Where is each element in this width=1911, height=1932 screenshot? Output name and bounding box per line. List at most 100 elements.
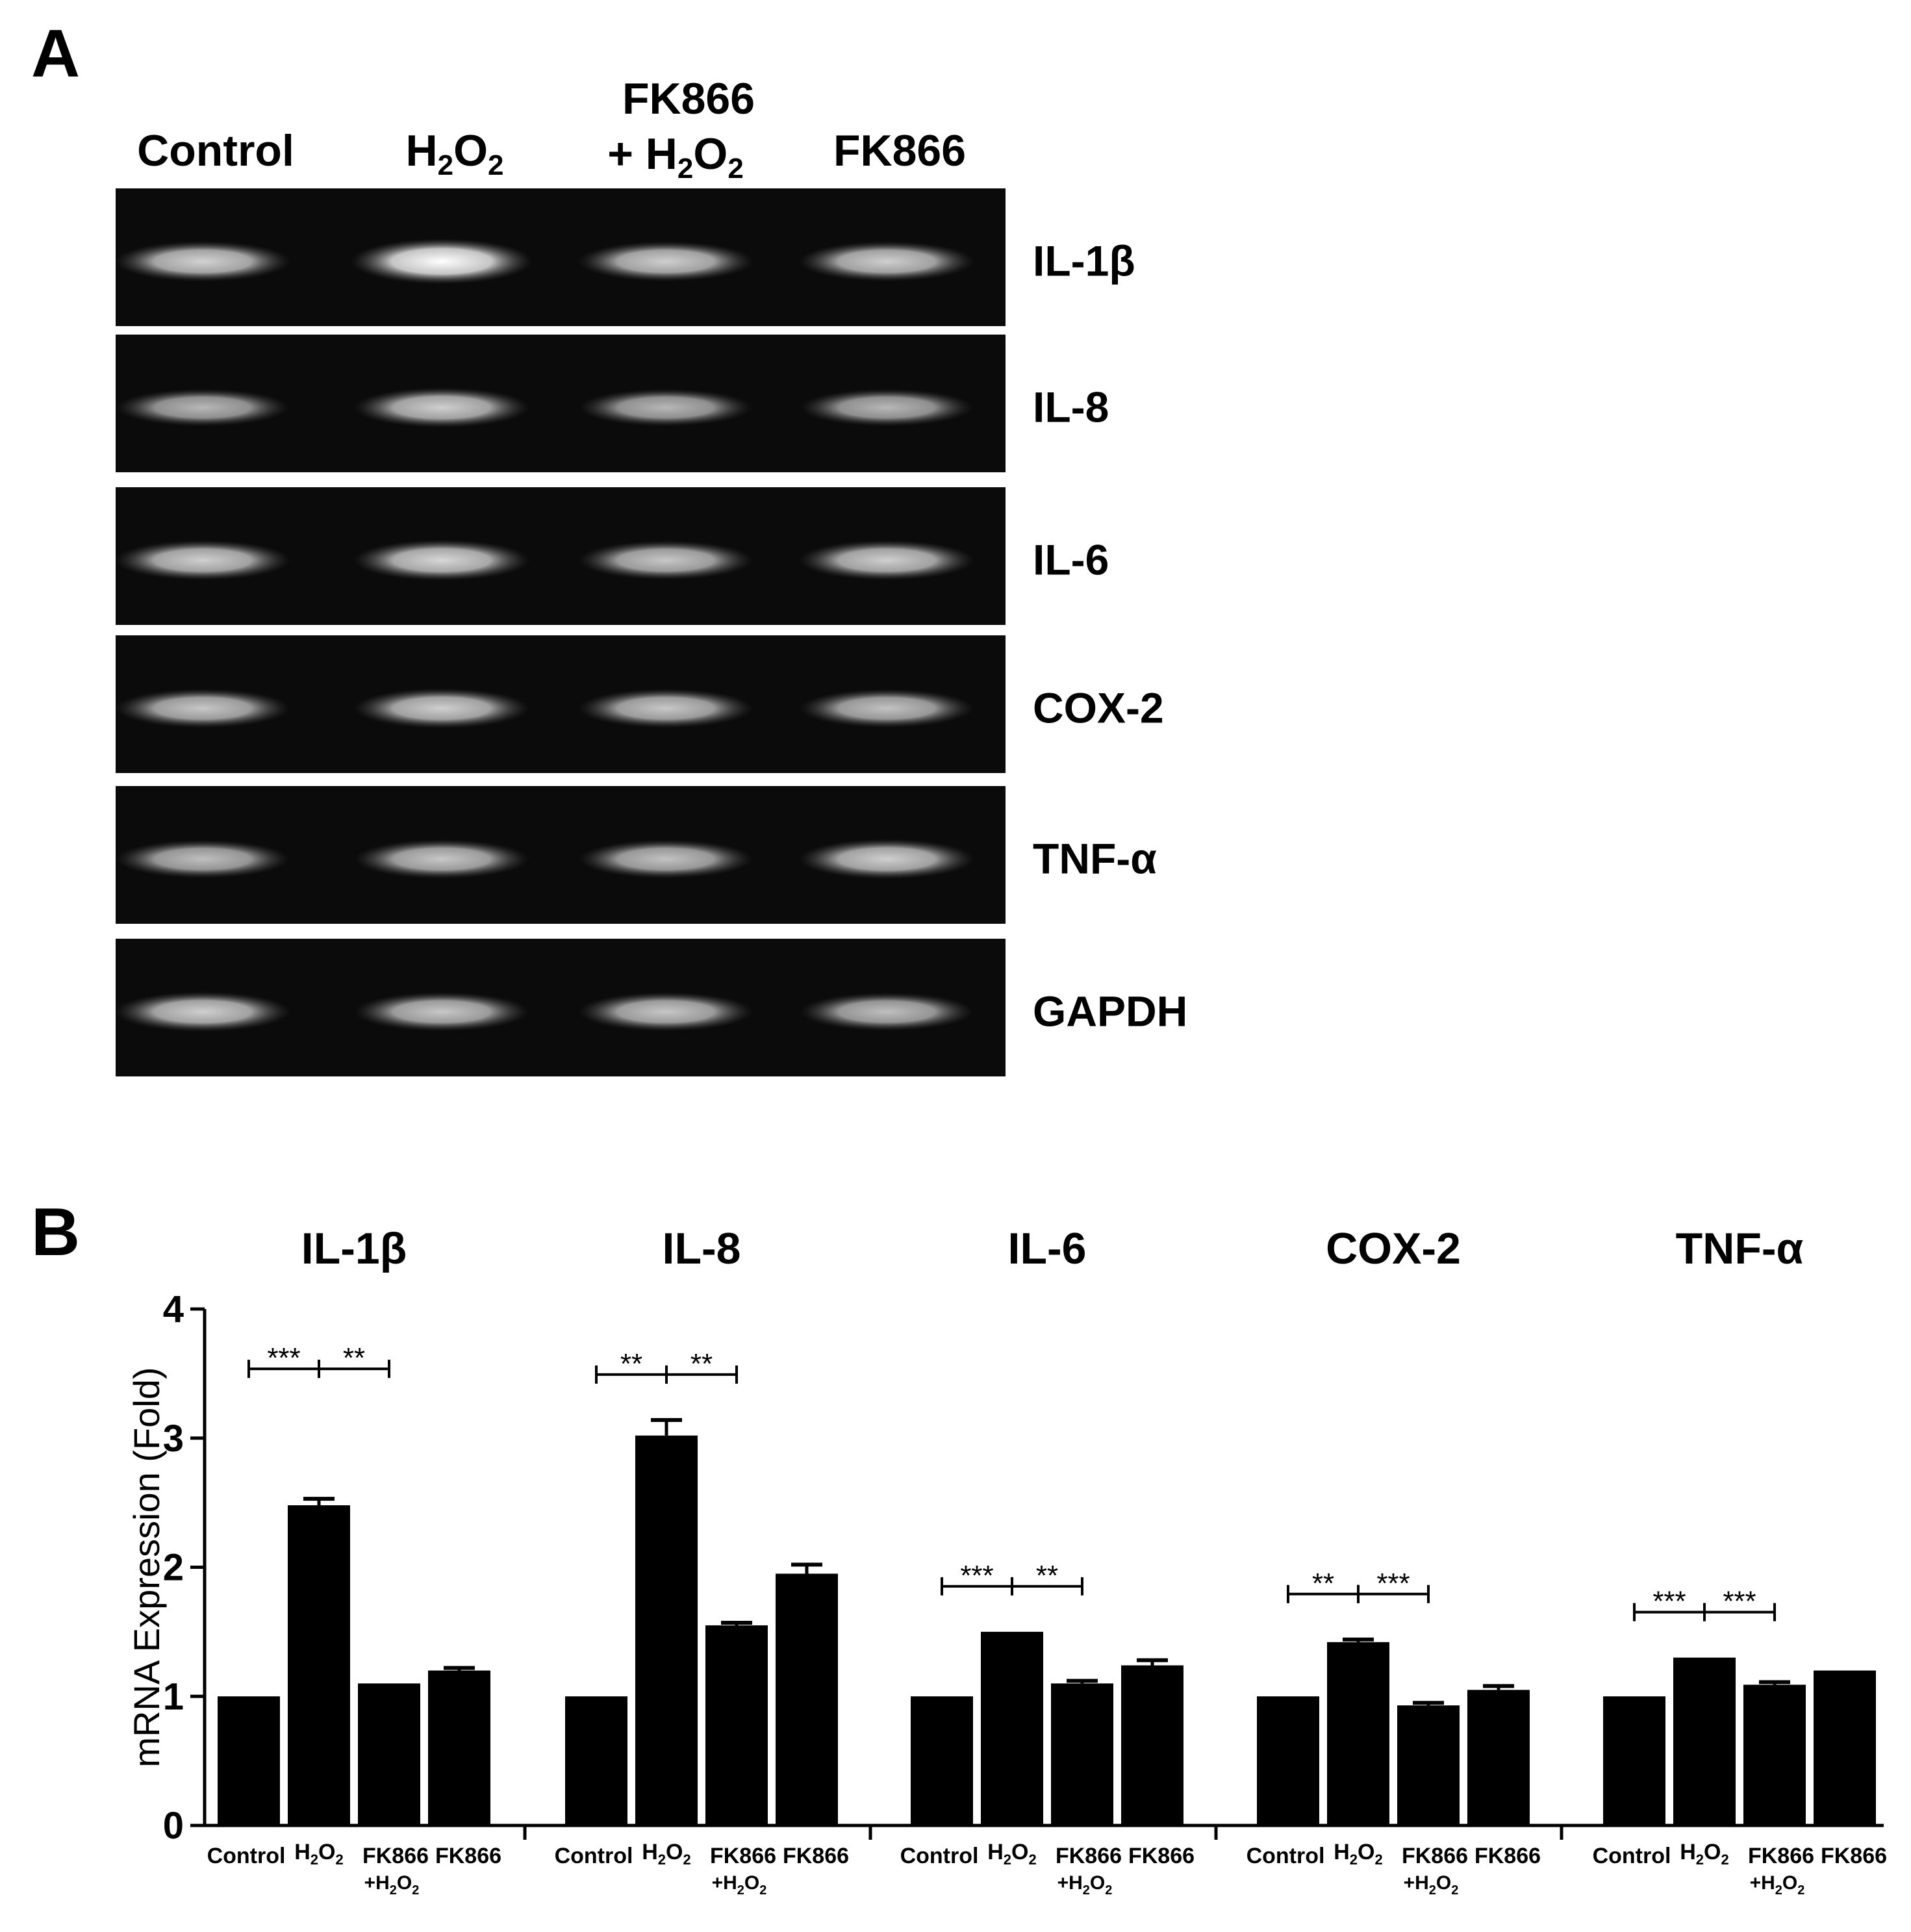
significance-label: *** — [960, 1560, 993, 1592]
lane-header-fk866-line1: FK866 — [622, 74, 755, 123]
y-tick-label: 3 — [163, 1417, 184, 1460]
x-tick-label-control: Control — [900, 1844, 979, 1868]
bar-chart: 0 1 2 3 4 mRNA Expression (Fold) IL-1β Control H… — [126, 1224, 1887, 1898]
significance-label: *** — [1723, 1586, 1756, 1618]
x-tick-label-fk866: FK866 — [783, 1844, 849, 1868]
gene-labels: IL-1β IL-8 IL-6 COX-2 TNF-α GAPDH — [1033, 236, 1187, 1035]
significance-bracket: *** — [1703, 1586, 1776, 1621]
x-tick-label-fk866-h2o2-line2: +H2O2 — [1750, 1872, 1805, 1898]
lane-header-fk866-line2: + H2O2 — [607, 129, 744, 184]
x-tick-label-control: Control — [1593, 1844, 1671, 1868]
panel-b-label: B — [31, 1195, 80, 1270]
significance-bracket: ** — [1011, 1560, 1083, 1595]
gel-strips — [114, 188, 1006, 1076]
panel-b: B 0 1 2 3 4 mRNA Expression (Fold) IL-1β Contro… — [31, 1195, 1887, 1898]
bar — [1397, 1705, 1460, 1825]
gel-band — [578, 689, 753, 728]
x-tick-label-fk866: FK866 — [1821, 1844, 1887, 1868]
gel-band — [354, 839, 529, 879]
significance-bracket: *** — [1633, 1586, 1706, 1621]
x-tick-label-fk866-h2o2-line1: FK866 — [1402, 1844, 1468, 1868]
x-tick-label-h2o2: H2O2 — [987, 1840, 1037, 1868]
group-title: TNF-α — [1676, 1224, 1804, 1273]
bar — [218, 1696, 280, 1825]
bar — [776, 1573, 838, 1825]
gel-band — [798, 241, 975, 282]
significance-label: ** — [1312, 1568, 1334, 1599]
gel-band — [351, 238, 533, 285]
gel-band — [116, 388, 290, 427]
gel-strip-2 — [114, 487, 1006, 625]
gel-strip-1 — [116, 335, 1006, 472]
gel-band — [353, 387, 530, 428]
bar — [1327, 1642, 1389, 1825]
gel-band — [354, 992, 529, 1032]
x-tick-label-control: Control — [207, 1844, 286, 1868]
group-title: COX-2 — [1326, 1224, 1461, 1273]
y-tick-label: 2 — [163, 1547, 184, 1589]
bar — [981, 1631, 1043, 1825]
x-tick-label-fk866-h2o2-line1: FK866 — [1056, 1844, 1122, 1868]
y-axis-label: mRNA Expression (Fold) — [126, 1367, 167, 1767]
significance-label: ** — [343, 1342, 365, 1374]
significance-label: ** — [620, 1348, 642, 1380]
x-tick-label-fk866: FK866 — [435, 1844, 501, 1868]
bar — [1603, 1696, 1665, 1825]
x-tick-label-fk866-h2o2-line1: FK866 — [1748, 1844, 1814, 1868]
x-tick-label-fk866-h2o2-line1: FK866 — [710, 1844, 776, 1868]
bar — [1467, 1690, 1530, 1825]
gel-strip-4 — [116, 786, 1006, 924]
significance-label: *** — [1376, 1568, 1410, 1599]
bar — [1121, 1665, 1183, 1825]
gel-band — [116, 839, 290, 878]
bar — [635, 1435, 698, 1825]
y-tick-label: 0 — [163, 1805, 184, 1847]
bar — [1051, 1683, 1113, 1825]
x-tick-label-fk866-h2o2-line1: FK866 — [362, 1844, 429, 1868]
lane-header-h2o2: H2O2 — [406, 126, 504, 181]
x-tick-label-fk866-h2o2-line2: +H2O2 — [364, 1872, 420, 1898]
bar — [705, 1625, 768, 1825]
gel-band — [578, 839, 753, 879]
gel-band — [799, 689, 974, 728]
x-tick-label-control: Control — [555, 1844, 633, 1868]
gene-label: IL-6 — [1033, 535, 1109, 583]
gene-label: COX-2 — [1033, 683, 1164, 731]
x-tick-label-h2o2: H2O2 — [1680, 1840, 1729, 1868]
gel-band — [800, 992, 974, 1031]
significance-bracket: ** — [318, 1342, 390, 1379]
significance-bracket: ** — [595, 1348, 668, 1384]
x-tick-label-h2o2: H2O2 — [642, 1840, 691, 1868]
significance-bracket: *** — [941, 1560, 1013, 1595]
x-tick-label-fk866: FK866 — [1128, 1844, 1195, 1868]
x-tick-label-h2o2: H2O2 — [294, 1840, 344, 1868]
bar — [1743, 1684, 1806, 1825]
gene-label: IL-8 — [1033, 383, 1109, 431]
gel-band — [353, 539, 531, 581]
significance-label: *** — [267, 1342, 300, 1374]
gel-band — [114, 241, 291, 282]
x-tick-label-fk866-h2o2-line2: +H2O2 — [1404, 1872, 1459, 1898]
gel-strip-3 — [115, 635, 1006, 773]
bar — [1673, 1657, 1736, 1825]
gene-label: TNF-α — [1033, 834, 1157, 882]
significance-label: *** — [1652, 1586, 1686, 1618]
group-title: IL-1β — [301, 1224, 407, 1273]
panel-a-label: A — [31, 16, 80, 92]
gel-band — [114, 540, 291, 581]
group-title: IL-8 — [663, 1224, 741, 1273]
bar — [288, 1505, 350, 1825]
significance-label: ** — [1036, 1560, 1058, 1592]
bar — [358, 1683, 420, 1825]
gel-band — [798, 839, 975, 880]
gel-strip-0 — [114, 188, 1006, 326]
lane-header-fk866: FK866 — [833, 126, 966, 175]
gel-band — [579, 388, 753, 427]
gel-band — [800, 388, 974, 427]
gel-band — [353, 688, 530, 729]
x-tick-label-fk866: FK866 — [1474, 1844, 1541, 1868]
x-tick-label-fk866-h2o2-line2: +H2O2 — [1057, 1872, 1113, 1898]
